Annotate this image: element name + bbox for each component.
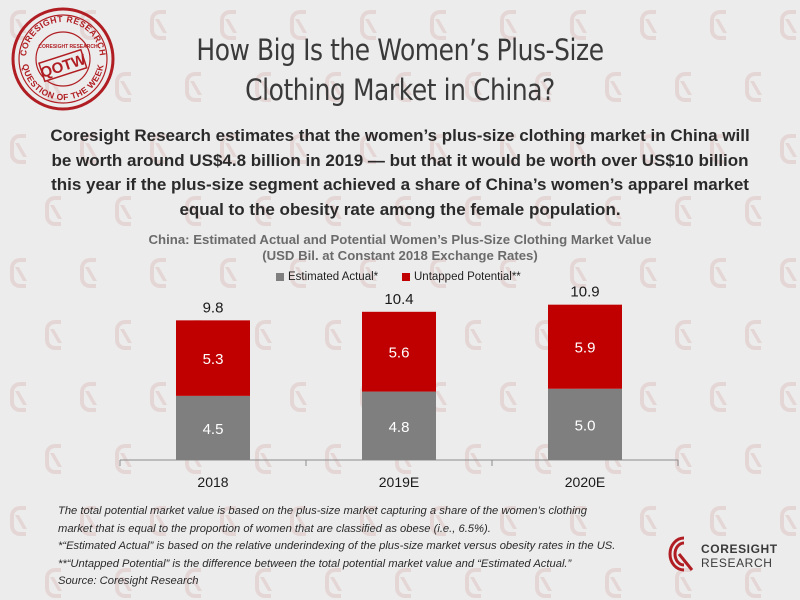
bar-segment-estimated-actual xyxy=(176,395,250,460)
total-label: 10.4 xyxy=(384,291,413,308)
page-title: How Big Is the Women’s Plus-Size Clothin… xyxy=(196,33,604,107)
bar-segment-untapped-potential xyxy=(176,320,250,396)
legend-swatch-untapped-potential xyxy=(402,273,410,281)
legend-item-estimated-actual: Estimated Actual* xyxy=(276,271,378,283)
chart-subtitle: (USD Bil. at Constant 2018 Exchange Rate… xyxy=(262,248,538,263)
x-tick-label: 2018 xyxy=(197,474,228,490)
data-label: 4.5 xyxy=(203,421,224,438)
data-label: 5.3 xyxy=(203,351,224,368)
footnote-source: Source: Coresight Research xyxy=(58,575,199,587)
stamp-mini-logo: CORESIGHT RESEARCH xyxy=(38,44,98,50)
data-label: 4.8 xyxy=(389,419,410,436)
data-label: 5.6 xyxy=(389,345,410,362)
total-label: 10.9 xyxy=(570,284,599,301)
footnote-line: The total potential market value is base… xyxy=(58,505,588,517)
logo-line2: RESEARCH xyxy=(701,556,773,570)
page-subtitle: Coresight Research estimates that the wo… xyxy=(50,126,750,219)
bar-segment-untapped-potential xyxy=(548,304,622,389)
legend-label-estimated-actual: Estimated Actual* xyxy=(288,271,379,283)
footnote-line: market that is equal to the proportion o… xyxy=(58,522,491,535)
bar-segment-estimated-actual xyxy=(548,388,622,460)
logo-line1: CORESIGHT xyxy=(701,542,778,556)
footnotes: The total potential market value is base… xyxy=(58,503,668,591)
legend-item-untapped-potential: Untapped Potential** xyxy=(402,271,521,283)
chart-legend: Estimated Actual* Untapped Potential** xyxy=(0,271,800,287)
coresight-logo: CORESIGHT RESEARCH xyxy=(664,534,794,574)
footnote-untapped-potential: **“Untapped Potential” is the difference… xyxy=(58,557,572,570)
x-tick-label: 2020E xyxy=(565,474,605,490)
legend-swatch-estimated-actual xyxy=(276,273,284,281)
data-label: 5.9 xyxy=(575,340,596,357)
legend-label-untapped-potential: Untapped Potential** xyxy=(414,271,521,283)
chart-title: China: Estimated Actual and Potential Wo… xyxy=(148,232,652,247)
x-tick-label: 2019E xyxy=(379,474,419,490)
footnote-estimated-actual: *“Estimated Actual” is based on the rela… xyxy=(58,540,616,552)
qotw-stamp: CORESIGHT RESEARCH QUESTION OF THE WEEK … xyxy=(8,4,118,114)
bar-segment-estimated-actual xyxy=(362,391,436,460)
chart-title-block: China: Estimated Actual and Potential Wo… xyxy=(60,232,740,264)
data-label: 5.0 xyxy=(575,417,596,434)
total-label: 9.8 xyxy=(203,299,224,316)
coresight-logo-icon xyxy=(668,536,694,572)
bar-segment-untapped-potential xyxy=(362,311,436,392)
